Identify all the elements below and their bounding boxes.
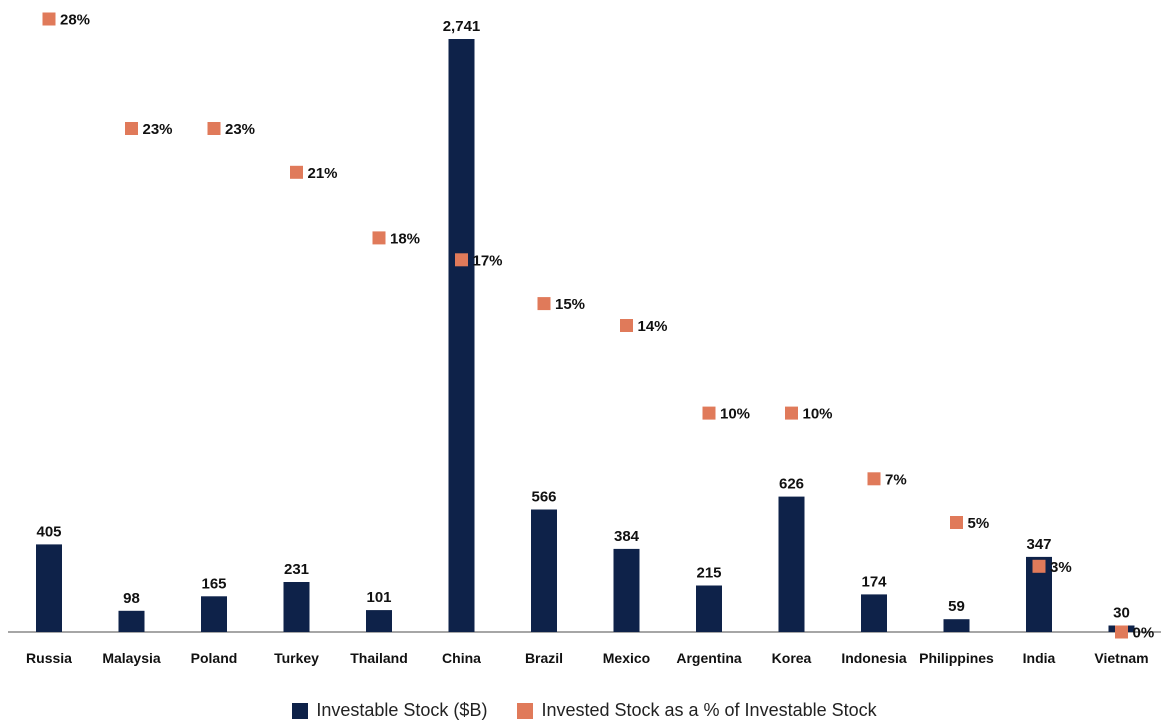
category-label: Malaysia <box>102 650 161 666</box>
pct-value-label: 23% <box>143 121 173 138</box>
bar-thailand <box>366 610 392 632</box>
legend-label-markers: Invested Stock as a % of Investable Stoc… <box>541 700 877 720</box>
pct-marker-mexico <box>620 319 633 332</box>
pct-marker-argentina <box>702 406 716 420</box>
pct-value-label: 23% <box>225 121 255 138</box>
pct-value-label: 15% <box>555 296 585 313</box>
pct-marker-indonesia <box>867 472 881 486</box>
legend-swatch-markers <box>517 702 534 719</box>
pct-value-label: 17% <box>473 252 503 269</box>
pct-value-label: 28% <box>60 12 90 29</box>
bar-value-label: 165 <box>201 575 226 592</box>
bar-malaysia <box>118 610 145 632</box>
category-label: Argentina <box>676 650 742 666</box>
pct-value-label: 14% <box>638 318 668 335</box>
bar-russia <box>36 544 62 632</box>
pct-value-label: 5% <box>968 515 990 532</box>
bar-value-label: 384 <box>614 528 640 545</box>
bar-turkey <box>283 582 310 632</box>
category-label: Brazil <box>525 650 563 666</box>
category-label: Indonesia <box>841 650 907 666</box>
pct-marker-philippines <box>950 516 963 529</box>
category-label: Russia <box>26 650 72 666</box>
bar-value-label: 405 <box>36 523 61 540</box>
bar-value-label: 98 <box>123 590 140 607</box>
category-label: Poland <box>191 650 238 666</box>
pct-marker-poland <box>207 122 221 135</box>
pct-marker-korea <box>785 406 798 420</box>
pct-marker-turkey <box>290 165 303 179</box>
bar-value-label: 231 <box>284 561 309 578</box>
legend-item-markers: Invested Stock as a % of Investable Stoc… <box>517 700 877 721</box>
bar-brazil <box>531 509 557 632</box>
marker-series: 28% 23% 23% 21% 18% 17% 15% 14% 10% 10% 7% 5% 3% 0% <box>42 12 1155 642</box>
pct-value-label: 3% <box>1050 559 1072 576</box>
pct-value-label: 0% <box>1133 625 1155 642</box>
bar-indonesia <box>861 594 887 632</box>
category-label: Mexico <box>603 650 650 666</box>
bar-argentina <box>696 585 722 632</box>
bar-value-label: 2,741 <box>443 18 481 35</box>
bar-korea <box>778 496 805 632</box>
bar-value-label: 347 <box>1026 536 1051 553</box>
pct-value-label: 10% <box>720 406 750 423</box>
pct-marker-china <box>455 253 468 267</box>
pct-marker-malaysia <box>125 122 138 135</box>
legend-swatch-bars <box>292 702 309 719</box>
pct-marker-india <box>1032 559 1046 573</box>
bar-poland <box>201 596 227 632</box>
bar-china <box>448 39 475 632</box>
category-label: Philippines <box>919 650 994 666</box>
pct-value-label: 21% <box>308 165 338 182</box>
category-label: China <box>442 650 481 666</box>
category-axis: Russia Malaysia Poland Turkey Thailand China B… <box>26 650 1149 666</box>
pct-marker-vietnam <box>1115 625 1128 639</box>
bar-value-label: 59 <box>948 598 965 615</box>
pct-marker-thailand <box>372 231 386 245</box>
bar-value-label: 215 <box>696 565 721 582</box>
category-label: Vietnam <box>1094 650 1148 666</box>
bar-value-label: 30 <box>1113 605 1130 622</box>
bar-value-label: 101 <box>366 589 391 606</box>
bar-value-label: 626 <box>779 476 804 493</box>
pct-value-label: 7% <box>885 471 907 488</box>
bar-series: 405 98 165 231 101 2,741 566 384 215 626 174 59 347 3… <box>36 18 1135 632</box>
bar-philippines <box>943 619 970 632</box>
bar-mexico <box>613 548 640 632</box>
pct-marker-brazil <box>537 297 551 311</box>
legend-item-bars: Investable Stock ($B) <box>292 700 487 721</box>
legend: Investable Stock ($B) Invested Stock as … <box>0 700 1169 721</box>
bar-value-label: 174 <box>861 573 887 590</box>
category-label: Korea <box>772 650 812 666</box>
bar-value-label: 566 <box>531 489 556 506</box>
category-label: India <box>1023 650 1056 666</box>
category-label: Turkey <box>274 650 319 666</box>
pct-value-label: 18% <box>390 230 420 247</box>
category-label: Thailand <box>350 650 408 666</box>
pct-marker-russia <box>42 12 56 26</box>
pct-value-label: 10% <box>803 406 833 423</box>
legend-label-bars: Investable Stock ($B) <box>316 700 488 720</box>
